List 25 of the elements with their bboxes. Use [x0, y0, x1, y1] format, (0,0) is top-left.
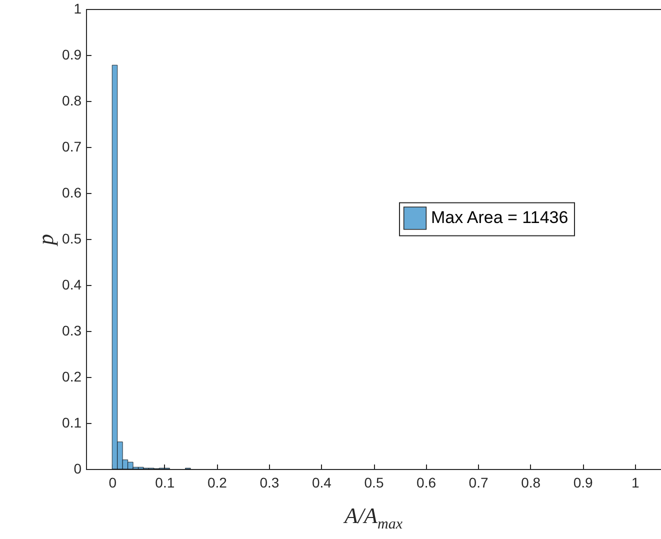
- y-tick-label: 0.5: [62, 230, 82, 246]
- x-tick-label: 0.3: [260, 474, 280, 490]
- x-axis-title: A/A$_{max}$: [342, 503, 404, 534]
- y-tick-label: 0.4: [62, 276, 82, 292]
- x-tick-label: 1: [631, 474, 640, 490]
- x-tick-label: 0.5: [364, 474, 384, 490]
- y-tick-label: 0.8: [62, 92, 82, 108]
- y-axis-title: p: [33, 234, 58, 247]
- y-tick-label: 0.7: [62, 138, 82, 154]
- y-tick-label: 1: [74, 0, 82, 16]
- x-tick-label: 0: [108, 474, 117, 490]
- x-tick-label: 0.8: [521, 474, 541, 490]
- x-tick-label: 0.1: [155, 474, 175, 490]
- x-tick-label: 0.9: [573, 474, 594, 490]
- y-tick-label: 0.2: [62, 368, 82, 384]
- y-tick-label: 0.1: [62, 414, 82, 430]
- x-tick-label: 0.2: [207, 474, 228, 490]
- x-tick-label: 0.4: [312, 474, 332, 490]
- y-tick-label: 0.9: [62, 46, 82, 62]
- y-tick-label: 0.3: [62, 322, 82, 338]
- y-tick-label: 0: [74, 460, 82, 476]
- x-tick-label: 0.7: [468, 474, 488, 490]
- legend-label: Max Area = 11436: [431, 208, 568, 228]
- x-tick-label: 0.6: [416, 474, 436, 490]
- y-tick-label: 0.6: [62, 184, 82, 200]
